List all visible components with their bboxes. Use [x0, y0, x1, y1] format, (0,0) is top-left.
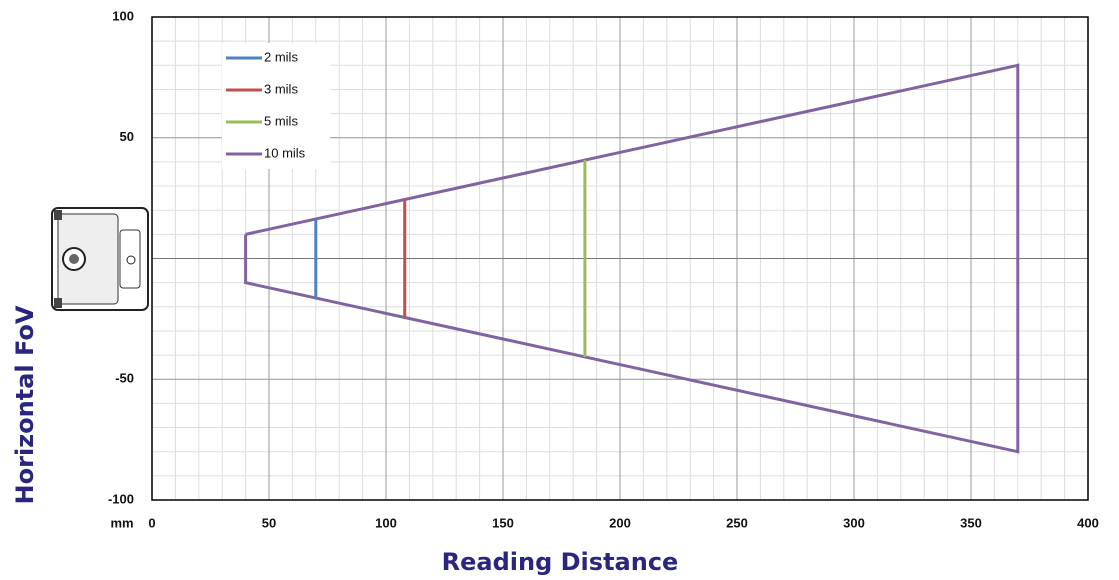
x-tick-label: 250	[726, 515, 748, 530]
legend-label: 5 mils	[264, 113, 298, 128]
x-axis-title: Reading Distance	[442, 548, 679, 576]
legend: 2 mils 3 mils 5 mils 10 mils	[222, 43, 330, 169]
y-axis-title: Horizontal FoV	[11, 305, 39, 504]
y-tick-label: 100	[112, 8, 134, 23]
plot-frame	[151, 16, 1089, 501]
plot	[244, 63, 1020, 454]
x-tick-label: 350	[960, 515, 982, 530]
y-tick-label: 50	[120, 129, 134, 144]
x-tick-label: 150	[492, 515, 514, 530]
y-tick-label: -100	[108, 491, 134, 506]
legend-box	[222, 43, 330, 169]
series-line	[244, 63, 1020, 454]
legend-label: 10 mils	[264, 145, 306, 160]
x-tick-label: 50	[262, 515, 276, 530]
x-tick-label: 0	[148, 515, 155, 530]
scanner-icon	[51, 207, 149, 311]
legend-label: 3 mils	[264, 81, 298, 96]
x-tick-label: 200	[609, 515, 631, 530]
x-unit: mm	[110, 515, 133, 530]
x-tick-label: 400	[1077, 515, 1099, 530]
legend-label: 2 mils	[264, 49, 298, 64]
x-tick-label: 300	[843, 515, 865, 530]
y-tick-label: -50	[115, 371, 134, 386]
x-tick-label: 100	[375, 515, 397, 530]
